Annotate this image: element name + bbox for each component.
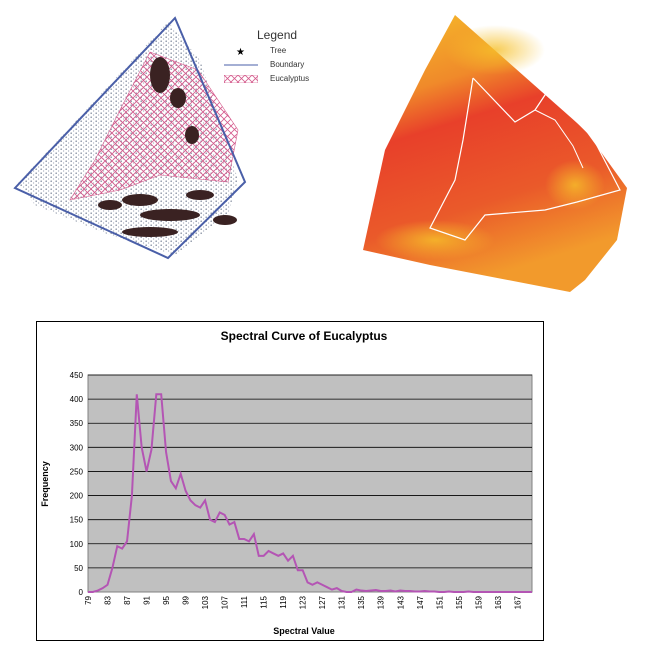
crosshatch-icon xyxy=(224,75,258,83)
x-tick-label: 107 xyxy=(221,595,230,609)
x-tick-label: 87 xyxy=(123,595,132,604)
x-tick-label: 159 xyxy=(474,595,483,609)
tree-clusters xyxy=(98,57,237,237)
x-tick-label: 95 xyxy=(162,595,171,604)
x-tick-label: 79 xyxy=(84,595,93,604)
chart-title: Spectral Curve of Eucalyptus xyxy=(221,329,388,343)
y-tick-label: 200 xyxy=(70,492,84,501)
boundary-outline xyxy=(13,16,247,260)
y-axis-label: Frequency xyxy=(40,461,50,507)
eucalyptus-boundary-outline xyxy=(429,77,621,241)
y-tick-label: 300 xyxy=(70,443,84,452)
x-tick-label: 143 xyxy=(396,595,405,609)
chart-svg: Spectral Curve of Eucalyptus 0 50 100 150 20… xyxy=(40,329,533,636)
x-tick-label: 83 xyxy=(104,595,113,604)
spectral-heat-map xyxy=(345,10,645,295)
legend-label-eucalyptus: Eucalyptus xyxy=(270,74,310,83)
x-tick-label: 115 xyxy=(260,595,269,608)
eucalyptus-area xyxy=(69,51,239,201)
x-tick-label: 139 xyxy=(377,595,386,609)
heat-map-graphic xyxy=(363,15,627,292)
spectral-curve-line xyxy=(88,393,532,593)
tree-distribution-map: Legend ★ Tree Boundary Eucalyptus xyxy=(0,0,330,275)
legend-item-eucalyptus: Eucalyptus xyxy=(222,74,332,84)
x-tick-label: 103 xyxy=(201,595,210,609)
x-tick-label: 123 xyxy=(299,595,308,609)
y-tick-label: 350 xyxy=(70,419,84,428)
x-axis-ticks: 79 83 87 91 95 99 103 107 111 115 119 123 127 131 135 1… xyxy=(84,595,522,609)
spectral-curve-chart: Spectral Curve of Eucalyptus 0 50 100 150 20… xyxy=(36,321,544,641)
legend-label-tree: Tree xyxy=(270,46,287,55)
x-tick-label: 163 xyxy=(494,595,503,609)
x-tick-label: 99 xyxy=(182,595,191,604)
y-tick-label: 450 xyxy=(70,371,84,380)
y-tick-label: 0 xyxy=(79,588,84,597)
y-axis-ticks: 0 50 100 150 200 250 300 350 400 450 xyxy=(70,371,84,597)
y-tick-label: 150 xyxy=(70,516,84,525)
x-tick-label: 131 xyxy=(338,595,347,609)
svg-text:★: ★ xyxy=(236,47,245,55)
x-tick-label: 155 xyxy=(455,595,464,609)
tree-map-graphic xyxy=(13,16,247,260)
legend-label-boundary: Boundary xyxy=(270,60,305,69)
x-axis-label: Spectral Value xyxy=(273,626,335,636)
x-tick-label: 147 xyxy=(416,595,425,609)
legend-title: Legend xyxy=(257,28,298,42)
x-tick-label: 151 xyxy=(435,595,444,609)
map-legend: Legend ★ Tree Boundary Eucalyptus xyxy=(222,28,332,98)
y-tick-label: 250 xyxy=(70,467,84,476)
y-tick-label: 400 xyxy=(70,395,84,404)
line-icon xyxy=(224,64,258,66)
star-icon: ★ xyxy=(236,47,245,55)
x-tick-label: 111 xyxy=(240,595,249,608)
y-tick-label: 50 xyxy=(74,564,83,573)
legend-item-tree: ★ Tree xyxy=(222,46,332,56)
x-tick-label: 91 xyxy=(143,595,152,604)
legend-item-boundary: Boundary xyxy=(222,60,332,70)
x-tick-label: 167 xyxy=(513,595,522,609)
y-tick-label: 100 xyxy=(70,540,84,549)
x-tick-label: 119 xyxy=(279,595,288,608)
grid-lines xyxy=(88,374,532,569)
x-tick-label: 135 xyxy=(357,595,366,609)
x-tick-label: 127 xyxy=(318,595,327,609)
